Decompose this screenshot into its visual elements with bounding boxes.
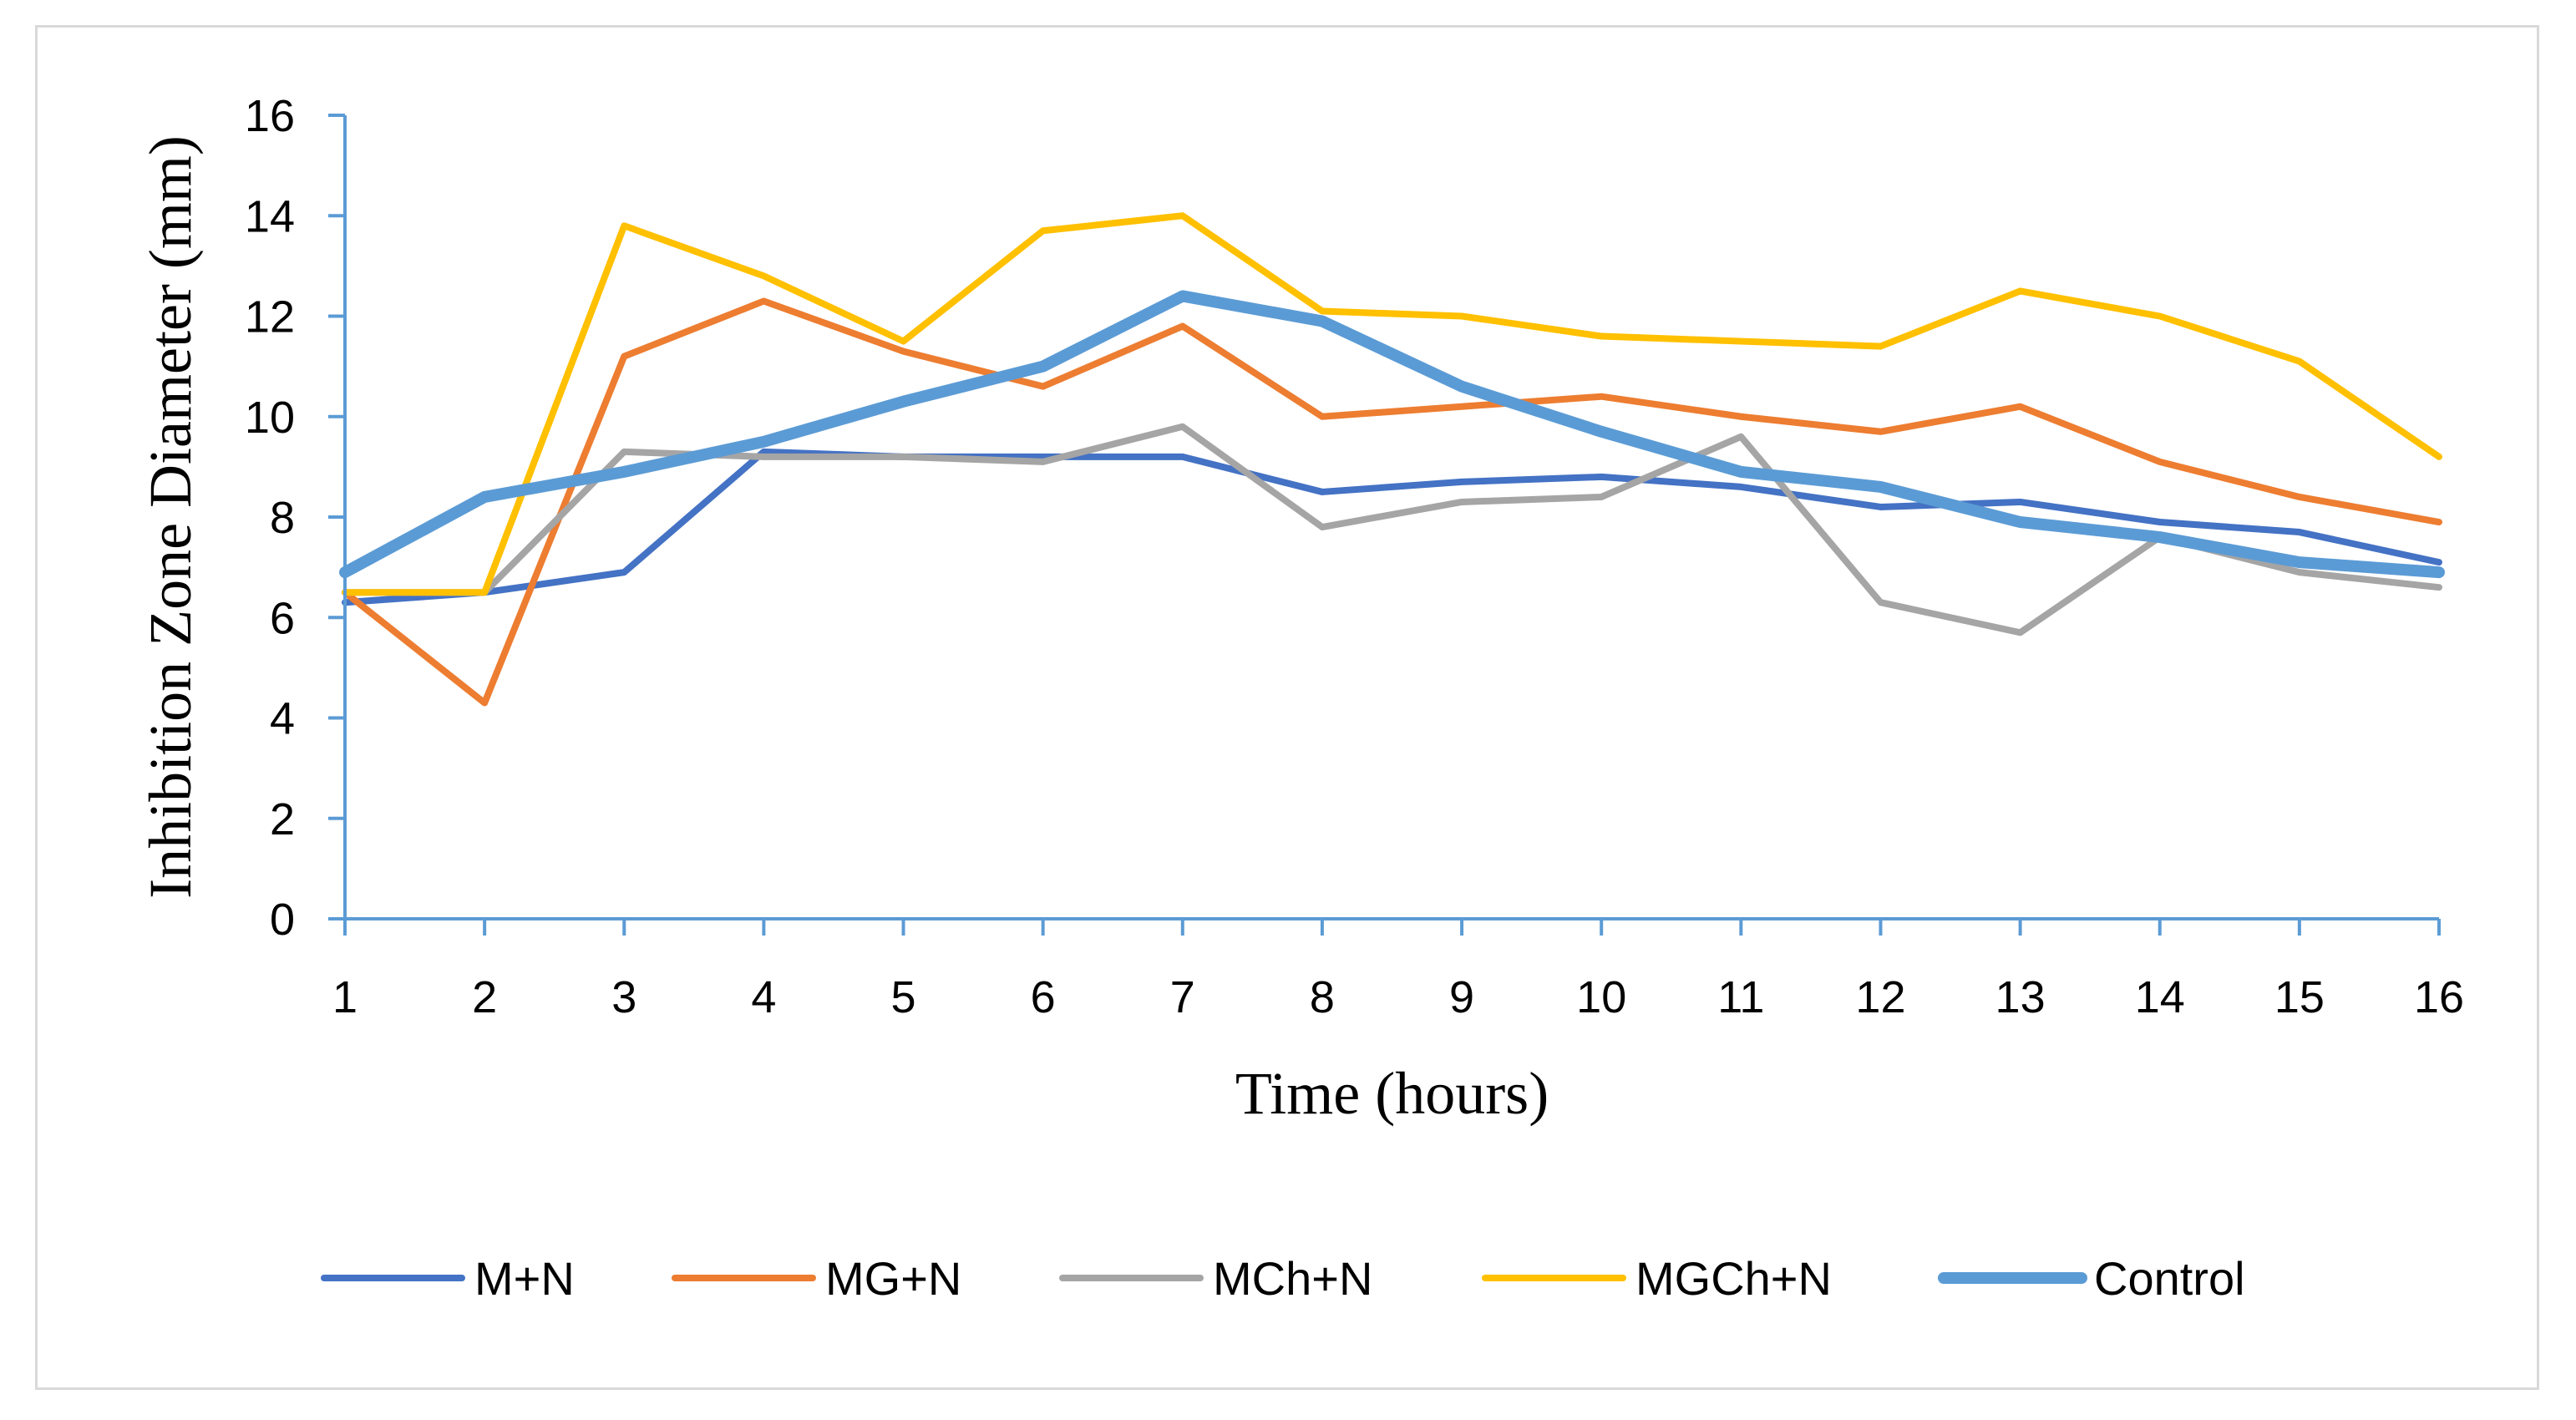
x-tick-label: 14	[2135, 972, 2185, 1022]
x-tick-label: 10	[1576, 972, 1626, 1022]
series-line-m-n	[342, 448, 2442, 606]
legend-label-mg-n: MG+N	[825, 1252, 961, 1305]
x-axis-title: Time (hours)	[1235, 1060, 1549, 1127]
x-tick-label: 2	[472, 972, 497, 1022]
x-tick-label: 6	[1031, 972, 1056, 1022]
y-tick-label: 8	[270, 493, 295, 543]
legend-label-control: Control	[2094, 1252, 2245, 1305]
x-tick-label: 16	[2414, 972, 2464, 1022]
legend-label-mgch-n: MGCh+N	[1635, 1252, 1832, 1305]
series-line-mg-n	[342, 297, 2442, 707]
x-tick-label: 7	[1170, 972, 1195, 1022]
legend: M+N MG+N MCh+N MGCh+N Control	[321, 1252, 2245, 1305]
series-line-control	[339, 290, 2445, 579]
x-tick-label: 1	[332, 972, 357, 1022]
x-tick-label: 4	[751, 972, 776, 1022]
y-tick-label: 6	[270, 593, 295, 643]
x-tick-label: 13	[1995, 972, 2046, 1022]
legend-label-m-n: M+N	[474, 1252, 575, 1305]
y-tick-label: 2	[270, 794, 295, 844]
series-line-mgch-n	[342, 212, 2442, 596]
y-tick-label: 12	[245, 292, 295, 342]
chart-frame	[35, 25, 2539, 1390]
y-tick-label: 16	[245, 91, 295, 141]
x-tick-label: 9	[1449, 972, 1474, 1022]
y-tick-label: 0	[270, 895, 295, 945]
x-tick-label: 15	[2274, 972, 2325, 1022]
x-tick-label: 3	[611, 972, 636, 1022]
x-tick-label: 5	[891, 972, 916, 1022]
y-tick-label: 10	[245, 393, 295, 443]
x-tick-label: 11	[1717, 972, 1764, 1022]
y-tick-label: 4	[270, 694, 295, 744]
x-tick-label: 12	[1855, 972, 1905, 1022]
y-axis-title: Inhibition Zone Diameter (mm)	[137, 135, 204, 899]
series-layer	[339, 212, 2445, 707]
x-tick-label: 8	[1310, 972, 1335, 1022]
legend-label-mch-n: MCh+N	[1213, 1252, 1372, 1305]
y-tick-label: 14	[245, 191, 295, 241]
